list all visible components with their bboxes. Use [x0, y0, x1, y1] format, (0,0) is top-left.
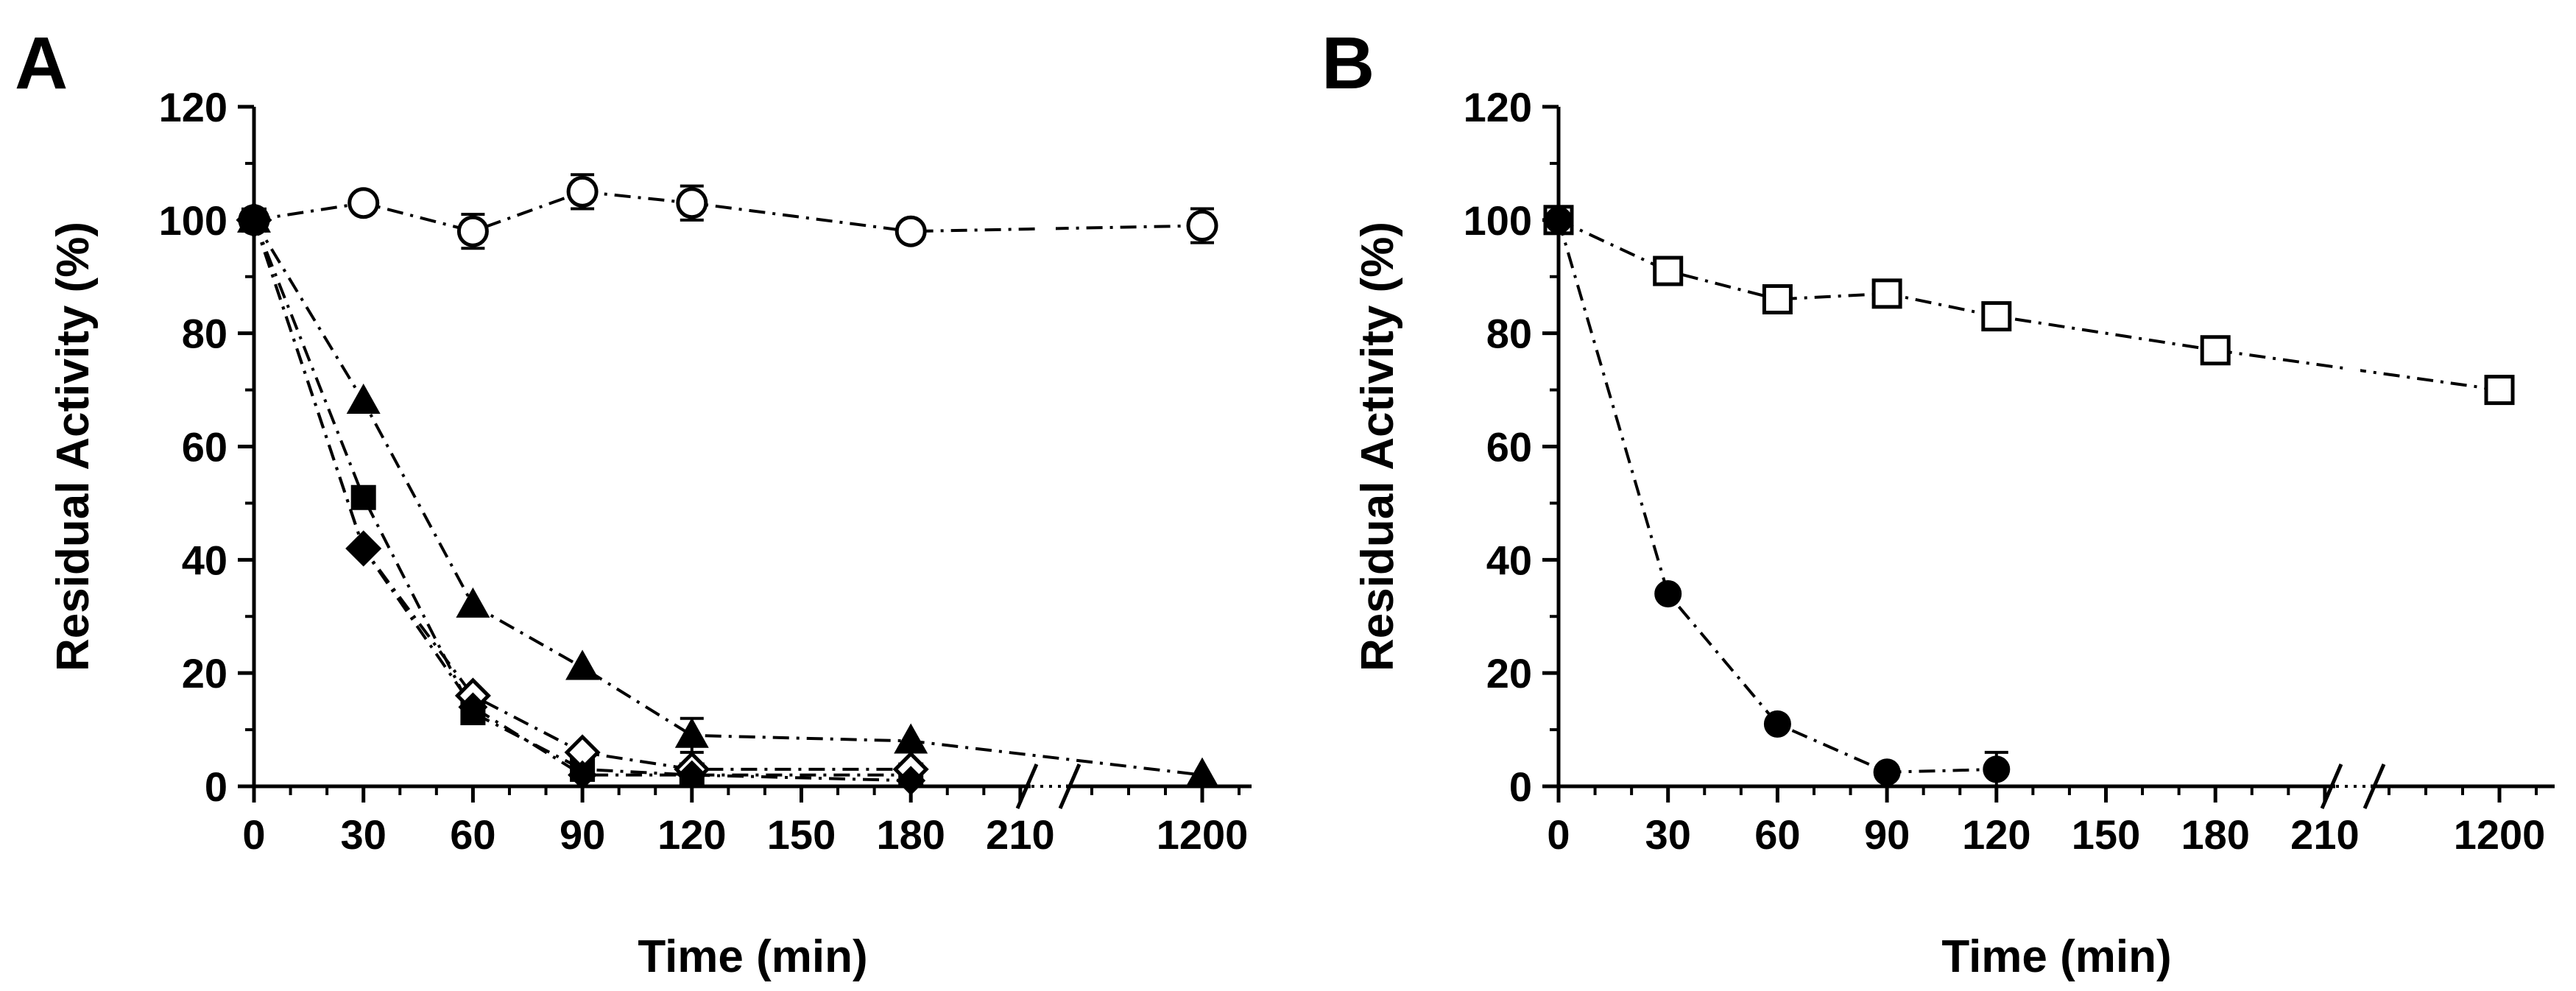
x-tick-label: 60 — [450, 811, 495, 858]
y-tick-label: 20 — [182, 650, 227, 696]
data-point-filled-triangle — [1185, 757, 1219, 788]
y-tick-label: 100 — [159, 197, 227, 244]
x-tick-label: 1200 — [2454, 811, 2546, 858]
x-tick-label: 30 — [341, 811, 387, 858]
data-point-open-circle — [894, 215, 927, 247]
x-tick-label: 210 — [2290, 811, 2359, 858]
series-line-filled-square — [253, 219, 911, 777]
y-axis-title: Residual Activity (%) — [1352, 222, 1403, 671]
series-lines — [253, 92, 1203, 783]
y-tick-label: 120 — [159, 84, 227, 130]
data-point-filled-diamond — [348, 533, 378, 563]
y-tick-label: 20 — [1486, 650, 1532, 696]
series-line-open-circle — [253, 190, 1203, 233]
data-point-filled-triangle — [674, 717, 709, 748]
data-point-open-circle — [566, 175, 599, 208]
data-point-filled-circle — [1654, 579, 1682, 607]
series-line-filled-diamond — [253, 219, 911, 783]
y-tick-label: 60 — [182, 424, 227, 470]
y-tick-label: 100 — [1464, 197, 1532, 244]
x-tick-label: 120 — [1962, 811, 2030, 858]
data-point-open-circle — [676, 187, 708, 219]
series-markers — [236, 173, 1219, 796]
data-point-open-square — [1762, 284, 1793, 315]
series-line-filled-triangle — [253, 219, 1203, 777]
data-point-open-circle — [347, 187, 380, 219]
x-tick-label: 180 — [876, 811, 945, 858]
series-line-open-diamond — [253, 219, 911, 771]
data-point-filled-triangle — [456, 587, 490, 618]
x-tick-label: 150 — [767, 811, 836, 858]
y-tick-label: 0 — [1509, 763, 1532, 810]
data-point-open-circle — [1186, 210, 1218, 242]
series-break-gap — [1041, 92, 1056, 727]
panel-label: A — [15, 22, 68, 105]
x-tick-label: 150 — [2072, 811, 2140, 858]
x-tick-label: 0 — [242, 811, 265, 858]
axis-break-mark — [1058, 763, 1081, 809]
data-point-filled-triangle — [346, 383, 381, 414]
y-tick-label: 40 — [1486, 537, 1532, 583]
data-point-open-square — [2200, 335, 2231, 366]
data-point-open-square — [1653, 255, 1684, 286]
x-tick-label: 60 — [1754, 811, 1800, 858]
series-lines — [1557, 92, 2500, 774]
x-axis-title: Time (min) — [1941, 931, 2171, 982]
data-point-filled-triangle — [894, 723, 928, 754]
data-point-filled-diamond — [896, 766, 926, 796]
y-tick-label: 80 — [1486, 311, 1532, 357]
x-tick-label: 90 — [560, 811, 605, 858]
y-tick-label: 60 — [1486, 424, 1532, 470]
y-tick-label: 0 — [205, 763, 227, 810]
data-point-filled-square — [350, 484, 376, 510]
x-tick-label: 180 — [2181, 811, 2249, 858]
data-point-filled-diamond — [677, 760, 707, 790]
data-point-filled-circle — [1545, 206, 1573, 234]
x-tick-label: 0 — [1547, 811, 1570, 858]
series-line-filled-circle — [1557, 219, 1997, 774]
panel-label: B — [1321, 22, 1375, 105]
series-markers — [1543, 205, 2515, 788]
x-tick-label: 30 — [1645, 811, 1691, 858]
data-point-filled-triangle — [565, 649, 600, 680]
x-tick-label: 90 — [1864, 811, 1910, 858]
x-tick-label: 120 — [657, 811, 726, 858]
data-point-open-circle — [456, 215, 489, 247]
data-point-open-square — [2484, 375, 2515, 406]
data-point-filled-diamond — [458, 692, 488, 722]
data-point-filled-diamond — [239, 205, 269, 235]
data-point-filled-circle — [1873, 758, 1901, 786]
series-break-gap — [2346, 92, 2360, 727]
y-tick-label: 40 — [182, 537, 227, 583]
y-axis-title: Residual Activity (%) — [48, 222, 99, 671]
y-tick-label: 80 — [182, 311, 227, 357]
data-point-open-square — [1981, 301, 2012, 332]
x-tick-label: 210 — [986, 811, 1054, 858]
y-tick-label: 120 — [1464, 84, 1532, 130]
data-point-filled-diamond — [568, 760, 598, 790]
data-point-filled-circle — [1983, 755, 2011, 783]
axis-break-mark — [2362, 763, 2386, 809]
data-point-filled-circle — [1763, 710, 1791, 738]
x-axis-title: Time (min) — [638, 931, 867, 982]
data-point-open-square — [1871, 278, 1902, 309]
x-tick-label: 1200 — [1157, 811, 1249, 858]
